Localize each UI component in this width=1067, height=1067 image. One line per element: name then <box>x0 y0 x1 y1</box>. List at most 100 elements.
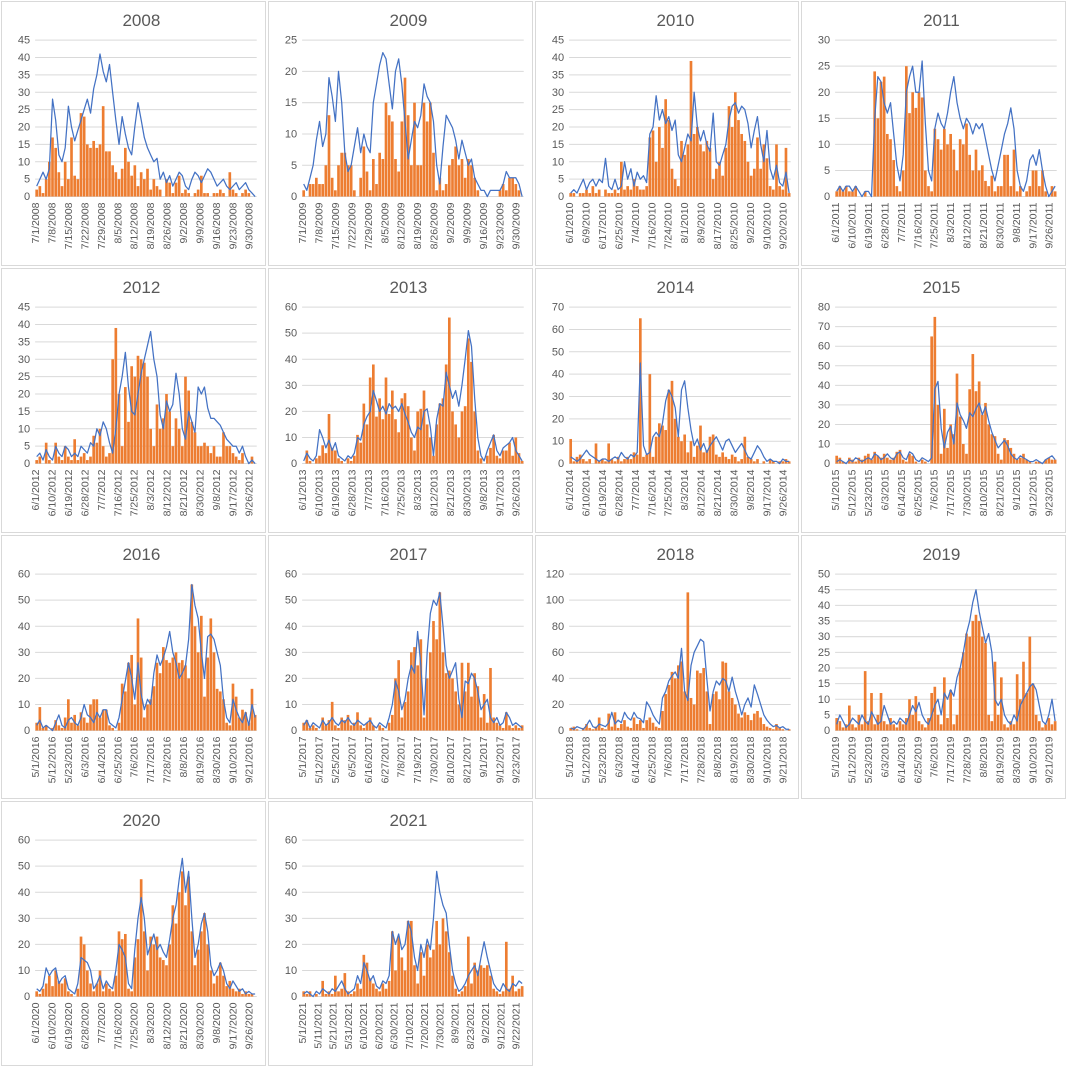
bar <box>447 165 451 197</box>
bar <box>187 193 190 197</box>
bar <box>60 186 64 197</box>
bar <box>946 447 950 464</box>
x-axis-label: 8/10/2015 <box>978 469 990 516</box>
bar <box>1035 461 1038 464</box>
bar <box>1019 698 1022 731</box>
bar <box>1012 723 1016 731</box>
bar <box>63 445 67 464</box>
bar <box>581 458 585 464</box>
chart-panel-2008[interactable]: 2008 0 5 10 15 20 25 30 35 40 45 7/1/2008 7/8/2008 7/… <box>1 1 266 266</box>
bar <box>79 456 83 464</box>
chart-panel-2014[interactable]: 2014 0 10 20 30 40 50 60 70 6/1/2014 6/10/2014 6/19… <box>534 267 800 533</box>
chart-panel-2012[interactable]: 2012 0 5 10 15 20 25 30 35 40 45 6/1/2012 6/10/2012 6… <box>1 267 266 533</box>
bar <box>914 461 918 464</box>
chart-panel-2009[interactable]: 2009 0 5 10 15 20 25 7/1/2009 7/8/2009 7/15/2009 7… <box>267 1 533 266</box>
x-axis-label: 7/7/2011 <box>896 202 908 242</box>
bar <box>984 180 988 197</box>
bar <box>371 364 375 464</box>
chart-panel-2010[interactable]: 2010 0 5 10 15 20 25 30 35 40 45 6/1/2010 6/9/2010 6/… <box>534 1 800 266</box>
bar <box>654 726 657 731</box>
bar <box>82 452 86 464</box>
bar <box>362 146 365 197</box>
bar <box>990 720 994 731</box>
bar <box>572 461 575 464</box>
bar <box>95 147 99 197</box>
bar <box>390 121 394 197</box>
bar <box>1054 459 1057 464</box>
chart-panel-2021[interactable]: 2021 0 10 20 30 40 50 60 5/1/2021 5/11/2021 5/21/2… <box>267 801 533 1066</box>
bar <box>152 179 156 197</box>
bar <box>736 461 740 464</box>
chart-panel-2017[interactable]: 2017 0 10 20 30 40 50 60 5/1/2017 5/12/2017 5/25/2… <box>267 534 533 800</box>
bar <box>48 975 51 997</box>
bar <box>149 698 152 731</box>
y-axis-label: 50 <box>285 861 297 873</box>
y-axis-label: 20 <box>818 662 830 674</box>
bar <box>632 452 635 464</box>
y-axis-label: 10 <box>285 128 297 140</box>
bar <box>949 424 953 464</box>
bar <box>584 189 588 197</box>
chart-panel-2020[interactable]: 2020 0 10 20 30 40 50 60 6/1/2020 6/10/2020 6/19/2… <box>1 801 266 1066</box>
bar <box>752 713 756 731</box>
chart-title: 2021 <box>389 811 427 830</box>
bar <box>488 975 492 997</box>
chart-panel-2019[interactable]: 2019 0 5 10 15 20 25 30 35 40 45 50 5/1/2019 5/12/201… <box>801 534 1066 800</box>
bar <box>108 452 111 464</box>
bar <box>606 443 610 464</box>
chart-title: 2014 <box>656 278 694 297</box>
bar <box>660 147 664 197</box>
bar <box>1044 191 1048 197</box>
bar <box>654 436 657 464</box>
bar <box>619 161 623 197</box>
x-axis-label: 9/12/2015 <box>1028 469 1040 516</box>
bar <box>218 456 222 464</box>
bar <box>447 670 451 731</box>
bar <box>867 720 870 731</box>
bar <box>594 726 597 731</box>
x-axis-label: 9/21/2016 <box>244 736 256 783</box>
x-axis-label: 7/7/2013 <box>363 469 375 510</box>
bar <box>949 689 953 731</box>
chart-panel-2016[interactable]: 2016 0 10 20 30 40 50 60 5/1/2016 5/12/2016 5/23/2… <box>1 534 266 800</box>
bar <box>507 442 511 464</box>
bar <box>190 931 194 997</box>
bar <box>940 723 943 731</box>
bar <box>679 660 683 731</box>
bar <box>406 405 410 464</box>
x-axis-label: 9/2/2009 <box>445 202 457 243</box>
bar <box>231 683 235 731</box>
bar <box>476 970 479 997</box>
bar <box>327 413 331 464</box>
x-axis-label: 7/15/2008 <box>63 202 75 249</box>
bar <box>146 970 149 997</box>
y-axis-label: 60 <box>818 340 830 352</box>
bar <box>70 722 73 731</box>
bar <box>193 193 197 197</box>
bar <box>997 714 1000 731</box>
bar <box>54 719 58 731</box>
chart-panel-2011[interactable]: 2011 0 5 10 15 20 25 30 6/1/2011 6/10/2011 6/19/20… <box>801 1 1066 266</box>
x-axis-label: 9/30/2009 <box>510 202 522 249</box>
chart-panel-2015[interactable]: 2015 0 10 20 30 40 50 60 70 80 5/1/2015 5/12/2015 5/… <box>801 267 1066 533</box>
bar <box>368 978 372 997</box>
bar <box>92 698 95 731</box>
bar <box>952 149 956 197</box>
y-axis-label: 0 <box>24 991 30 1003</box>
bar <box>723 147 727 197</box>
bar <box>460 159 464 197</box>
bar <box>692 703 695 731</box>
bar <box>978 170 981 197</box>
bar <box>60 983 64 997</box>
chart-panel-2018[interactable]: 2018 0 20 40 60 80 100 120 5/1/2018 5/12/2018 5/23… <box>534 534 800 800</box>
bar <box>142 179 146 197</box>
chart-panel-2013[interactable]: 2013 0 10 20 30 40 50 60 6/1/2013 6/10/2013 6/19/2… <box>267 267 533 533</box>
y-axis-label: 30 <box>551 87 563 99</box>
bar <box>234 696 238 731</box>
bar <box>63 161 67 197</box>
bar <box>933 128 937 197</box>
bar <box>708 723 711 731</box>
bar <box>761 723 765 731</box>
bar <box>898 191 902 197</box>
bar <box>466 338 470 464</box>
